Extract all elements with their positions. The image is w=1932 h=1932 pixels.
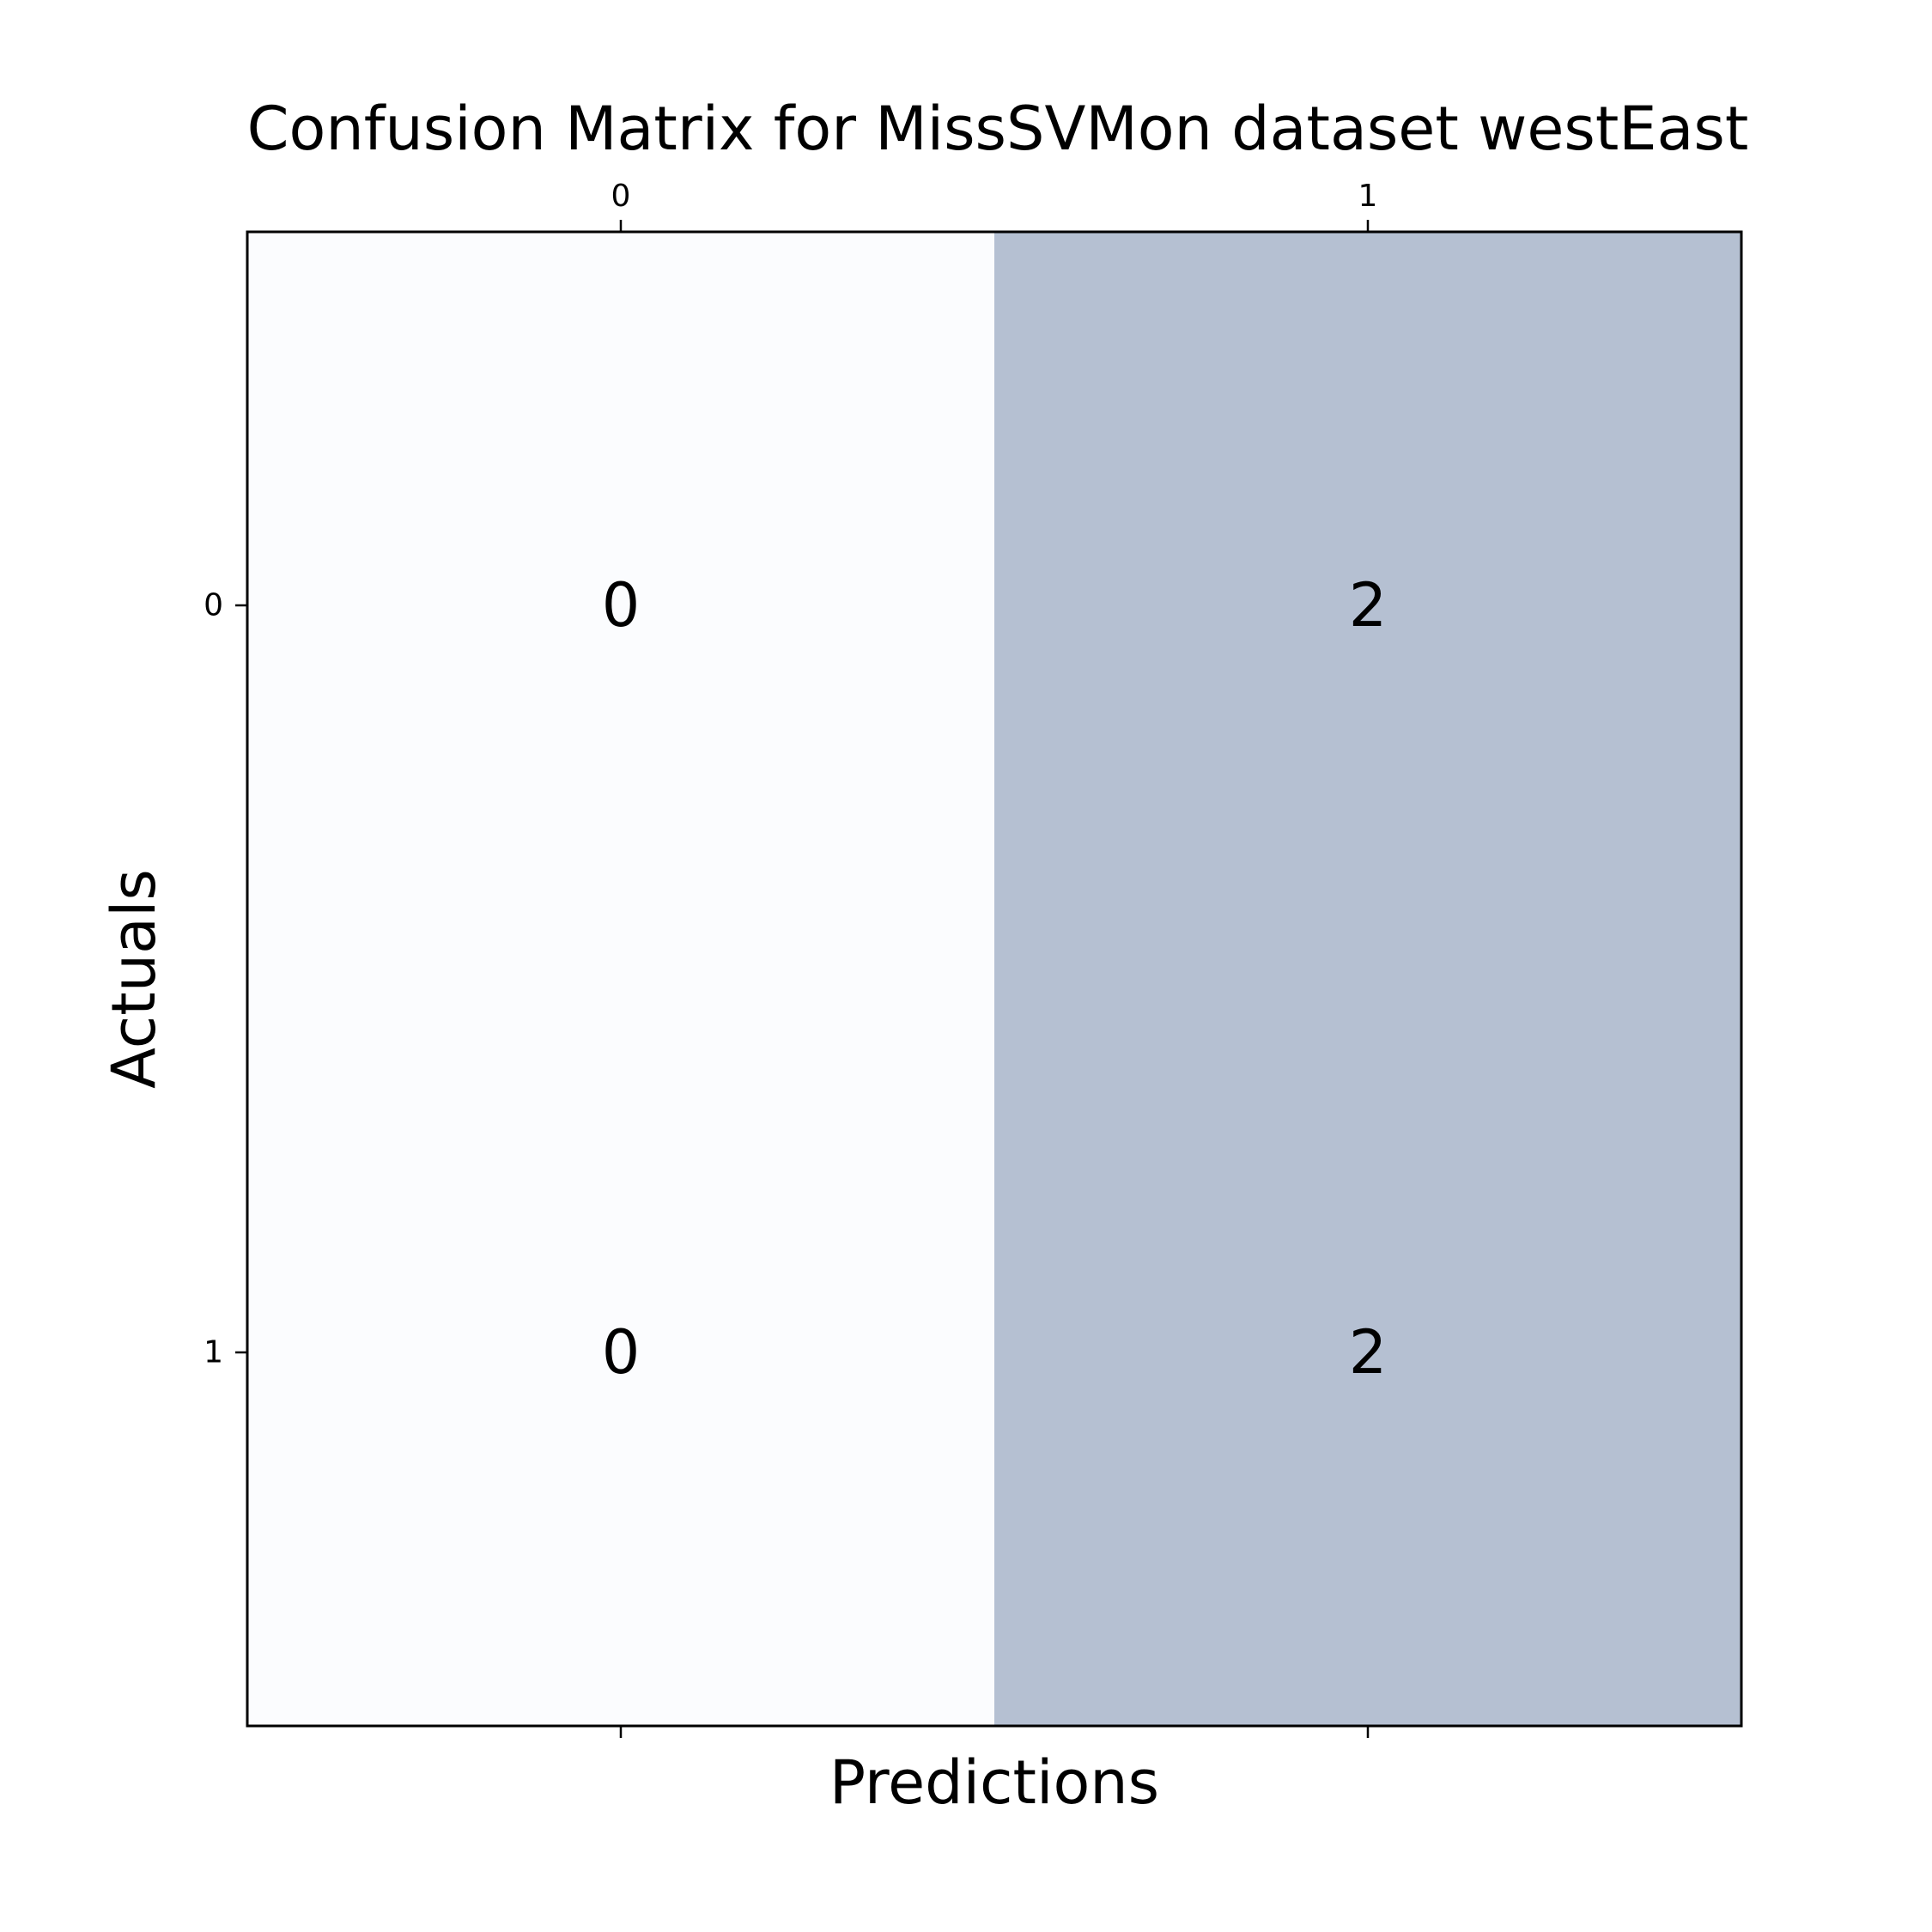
matrix-cell-r0-c1 (994, 232, 1741, 979)
plot-frame (246, 230, 1743, 1728)
y-tick-label-1: 1 (204, 1335, 223, 1370)
matrix-cell-r0-c0 (247, 232, 994, 979)
cell-value-r1-c1: 2 (1349, 1317, 1388, 1388)
y-tick-label-0: 0 (204, 588, 223, 623)
matrix-cells (247, 232, 1741, 1726)
x-tick-label-0: 0 (611, 179, 631, 214)
matrix-cell-r1-c1 (994, 979, 1741, 1726)
x-axis-label: Predictions (829, 1747, 1159, 1818)
cell-value-r0-c1: 2 (1349, 570, 1388, 641)
matrix-cell-labels: 0 2 0 2 (602, 570, 1388, 1388)
matrix-cell-r1-c0 (247, 979, 994, 1726)
x-tick-label-1: 1 (1358, 179, 1378, 214)
cell-value-r1-c0: 0 (602, 1317, 641, 1388)
y-axis-label: Actuals (99, 869, 169, 1089)
cell-value-r0-c0: 0 (602, 570, 641, 641)
chart-title: Confusion Matrix for MissSVMon dataset w… (247, 94, 1749, 164)
y-axis-ticks: 01 (204, 588, 247, 1370)
